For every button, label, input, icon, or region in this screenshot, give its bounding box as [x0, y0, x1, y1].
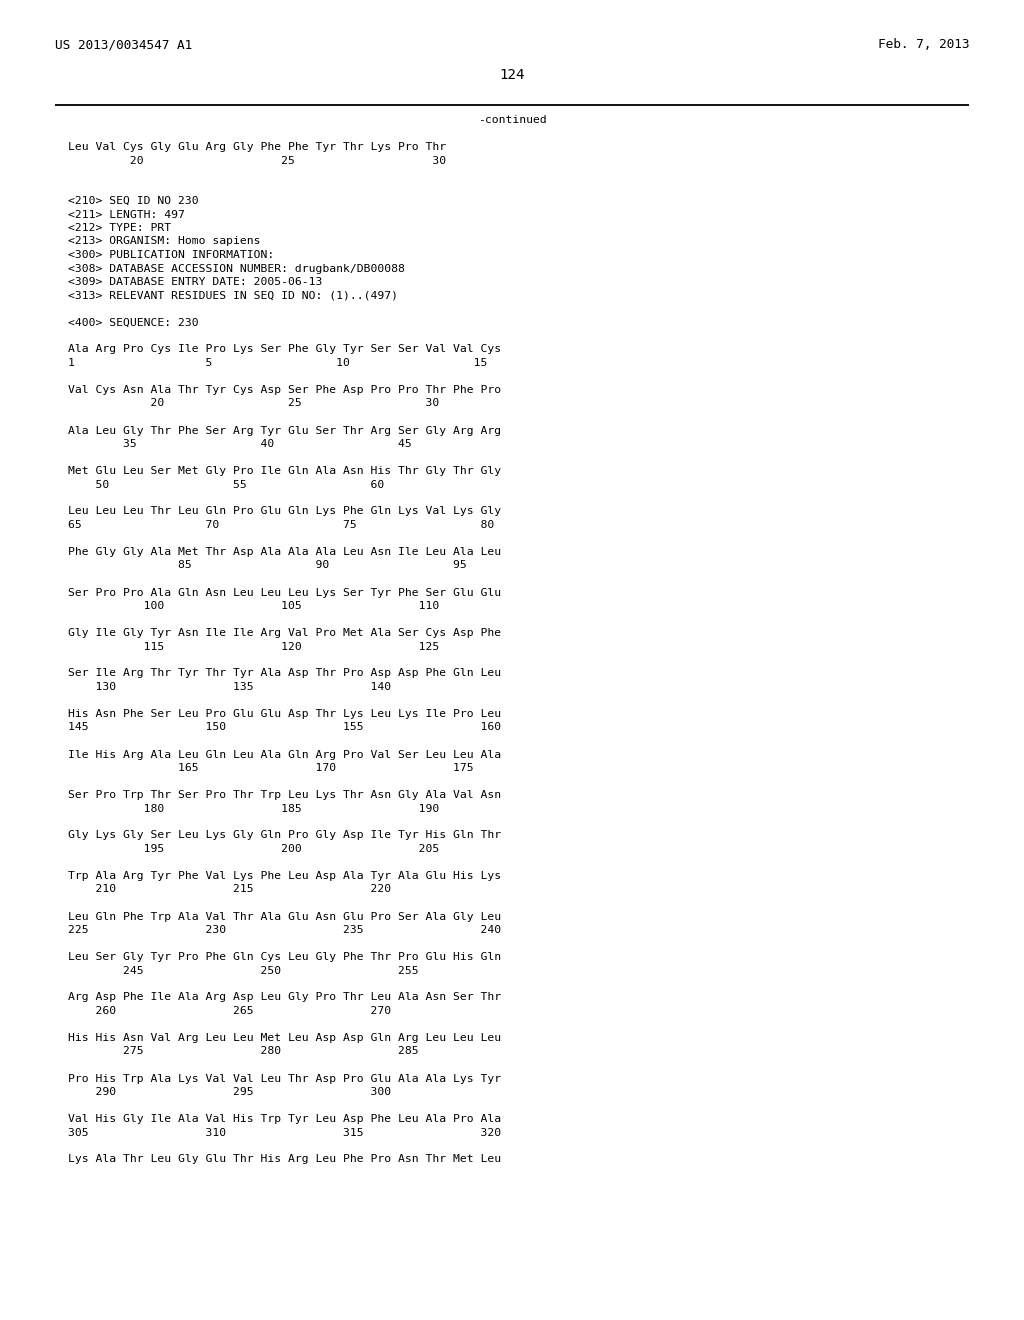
Text: <309> DATABASE ENTRY DATE: 2005-06-13: <309> DATABASE ENTRY DATE: 2005-06-13 [68, 277, 323, 286]
Text: 305                 310                 315                 320: 305 310 315 320 [68, 1127, 501, 1138]
Text: 115                 120                 125: 115 120 125 [68, 642, 439, 652]
Text: <210> SEQ ID NO 230: <210> SEQ ID NO 230 [68, 195, 199, 206]
Text: Val Cys Asn Ala Thr Tyr Cys Asp Ser Phe Asp Pro Pro Thr Phe Pro: Val Cys Asn Ala Thr Tyr Cys Asp Ser Phe … [68, 385, 501, 395]
Text: Leu Ser Gly Tyr Pro Phe Gln Cys Leu Gly Phe Thr Pro Glu His Gln: Leu Ser Gly Tyr Pro Phe Gln Cys Leu Gly … [68, 952, 501, 962]
Text: 130                 135                 140: 130 135 140 [68, 682, 391, 692]
Text: 245                 250                 255: 245 250 255 [68, 965, 419, 975]
Text: Ser Pro Pro Ala Gln Asn Leu Leu Leu Lys Ser Tyr Phe Ser Glu Glu: Ser Pro Pro Ala Gln Asn Leu Leu Leu Lys … [68, 587, 501, 598]
Text: <212> TYPE: PRT: <212> TYPE: PRT [68, 223, 171, 234]
Text: 225                 230                 235                 240: 225 230 235 240 [68, 925, 501, 935]
Text: 260                 265                 270: 260 265 270 [68, 1006, 391, 1016]
Text: Trp Ala Arg Tyr Phe Val Lys Phe Leu Asp Ala Tyr Ala Glu His Lys: Trp Ala Arg Tyr Phe Val Lys Phe Leu Asp … [68, 871, 501, 880]
Text: His His Asn Val Arg Leu Leu Met Leu Asp Asp Gln Arg Leu Leu Leu: His His Asn Val Arg Leu Leu Met Leu Asp … [68, 1034, 501, 1043]
Text: Phe Gly Gly Ala Met Thr Asp Ala Ala Ala Leu Asn Ile Leu Ala Leu: Phe Gly Gly Ala Met Thr Asp Ala Ala Ala … [68, 546, 501, 557]
Text: Ser Pro Trp Thr Ser Pro Thr Trp Leu Lys Thr Asn Gly Ala Val Asn: Ser Pro Trp Thr Ser Pro Thr Trp Leu Lys … [68, 789, 501, 800]
Text: -continued: -continued [477, 115, 547, 125]
Text: Leu Val Cys Gly Glu Arg Gly Phe Phe Tyr Thr Lys Pro Thr: Leu Val Cys Gly Glu Arg Gly Phe Phe Tyr … [68, 143, 446, 152]
Text: 210                 215                 220: 210 215 220 [68, 884, 391, 895]
Text: <213> ORGANISM: Homo sapiens: <213> ORGANISM: Homo sapiens [68, 236, 260, 247]
Text: 100                 105                 110: 100 105 110 [68, 601, 439, 611]
Text: Leu Gln Phe Trp Ala Val Thr Ala Glu Asn Glu Pro Ser Ala Gly Leu: Leu Gln Phe Trp Ala Val Thr Ala Glu Asn … [68, 912, 501, 921]
Text: Ala Arg Pro Cys Ile Pro Lys Ser Phe Gly Tyr Ser Ser Val Val Cys: Ala Arg Pro Cys Ile Pro Lys Ser Phe Gly … [68, 345, 501, 355]
Text: <308> DATABASE ACCESSION NUMBER: drugbank/DB00088: <308> DATABASE ACCESSION NUMBER: drugban… [68, 264, 404, 273]
Text: Met Glu Leu Ser Met Gly Pro Ile Gln Ala Asn His Thr Gly Thr Gly: Met Glu Leu Ser Met Gly Pro Ile Gln Ala … [68, 466, 501, 477]
Text: 20                  25                  30: 20 25 30 [68, 399, 439, 408]
Text: Ser Ile Arg Thr Tyr Thr Tyr Ala Asp Thr Pro Asp Asp Phe Gln Leu: Ser Ile Arg Thr Tyr Thr Tyr Ala Asp Thr … [68, 668, 501, 678]
Text: 124: 124 [500, 69, 524, 82]
Text: <300> PUBLICATION INFORMATION:: <300> PUBLICATION INFORMATION: [68, 249, 274, 260]
Text: 35                  40                  45: 35 40 45 [68, 440, 412, 449]
Text: 145                 150                 155                 160: 145 150 155 160 [68, 722, 501, 733]
Text: 65                  70                  75                  80: 65 70 75 80 [68, 520, 495, 531]
Text: Arg Asp Phe Ile Ala Arg Asp Leu Gly Pro Thr Leu Ala Asn Ser Thr: Arg Asp Phe Ile Ala Arg Asp Leu Gly Pro … [68, 993, 501, 1002]
Text: 1                   5                  10                  15: 1 5 10 15 [68, 358, 487, 368]
Text: 20                    25                    30: 20 25 30 [68, 156, 446, 165]
Text: His Asn Phe Ser Leu Pro Glu Glu Asp Thr Lys Leu Lys Ile Pro Leu: His Asn Phe Ser Leu Pro Glu Glu Asp Thr … [68, 709, 501, 719]
Text: 180                 185                 190: 180 185 190 [68, 804, 439, 813]
Text: 275                 280                 285: 275 280 285 [68, 1047, 419, 1056]
Text: <211> LENGTH: 497: <211> LENGTH: 497 [68, 210, 185, 219]
Text: Lys Ala Thr Leu Gly Glu Thr His Arg Leu Phe Pro Asn Thr Met Leu: Lys Ala Thr Leu Gly Glu Thr His Arg Leu … [68, 1155, 501, 1164]
Text: 290                 295                 300: 290 295 300 [68, 1086, 391, 1097]
Text: <400> SEQUENCE: 230: <400> SEQUENCE: 230 [68, 318, 199, 327]
Text: US 2013/0034547 A1: US 2013/0034547 A1 [55, 38, 193, 51]
Text: Feb. 7, 2013: Feb. 7, 2013 [878, 38, 969, 51]
Text: 195                 200                 205: 195 200 205 [68, 843, 439, 854]
Text: Gly Lys Gly Ser Leu Lys Gly Gln Pro Gly Asp Ile Tyr His Gln Thr: Gly Lys Gly Ser Leu Lys Gly Gln Pro Gly … [68, 830, 501, 841]
Text: Leu Leu Leu Thr Leu Gln Pro Glu Gln Lys Phe Gln Lys Val Lys Gly: Leu Leu Leu Thr Leu Gln Pro Glu Gln Lys … [68, 507, 501, 516]
Text: Ala Leu Gly Thr Phe Ser Arg Tyr Glu Ser Thr Arg Ser Gly Arg Arg: Ala Leu Gly Thr Phe Ser Arg Tyr Glu Ser … [68, 425, 501, 436]
Text: Gly Ile Gly Tyr Asn Ile Ile Arg Val Pro Met Ala Ser Cys Asp Phe: Gly Ile Gly Tyr Asn Ile Ile Arg Val Pro … [68, 628, 501, 638]
Text: Val His Gly Ile Ala Val His Trp Tyr Leu Asp Phe Leu Ala Pro Ala: Val His Gly Ile Ala Val His Trp Tyr Leu … [68, 1114, 501, 1125]
Text: Ile His Arg Ala Leu Gln Leu Ala Gln Arg Pro Val Ser Leu Leu Ala: Ile His Arg Ala Leu Gln Leu Ala Gln Arg … [68, 750, 501, 759]
Text: 165                 170                 175: 165 170 175 [68, 763, 474, 774]
Text: <313> RELEVANT RESIDUES IN SEQ ID NO: (1)..(497): <313> RELEVANT RESIDUES IN SEQ ID NO: (1… [68, 290, 398, 301]
Text: Pro His Trp Ala Lys Val Val Leu Thr Asp Pro Glu Ala Ala Lys Tyr: Pro His Trp Ala Lys Val Val Leu Thr Asp … [68, 1073, 501, 1084]
Text: 85                  90                  95: 85 90 95 [68, 561, 467, 570]
Text: 50                  55                  60: 50 55 60 [68, 479, 384, 490]
